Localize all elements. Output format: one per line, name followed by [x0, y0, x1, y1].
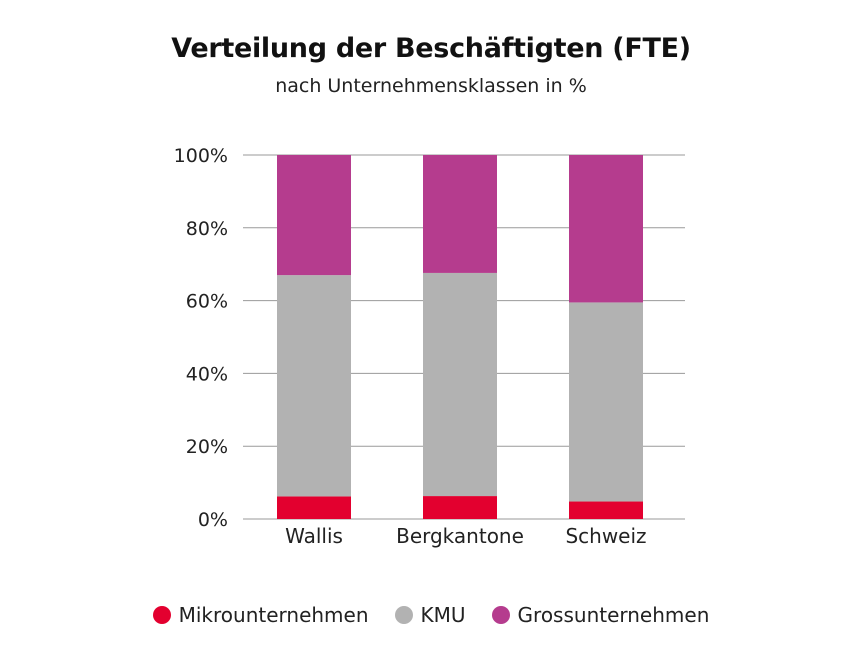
legend-swatch [394, 606, 413, 624]
bar-segment [423, 272, 497, 497]
legend-swatch [152, 606, 171, 624]
legend-swatch [491, 606, 510, 624]
y-tick-label: 20% [186, 436, 228, 458]
bar-segment [277, 155, 351, 276]
chart-title: Verteilung der Beschäftigten (FTE) [171, 33, 691, 64]
bar-segment [277, 275, 351, 497]
bar-segment [423, 496, 497, 519]
y-tick-label: 60% [186, 291, 228, 313]
bar-segment [277, 496, 351, 519]
x-tick-label: Wallis [285, 524, 343, 548]
legend-item: Grossunternehmen [491, 603, 710, 627]
bar-segment [569, 302, 643, 502]
bar-segment [569, 501, 643, 519]
y-tick-label: 40% [186, 363, 228, 385]
legend: Mikrounternehmen KMU Grossunternehmen [0, 603, 862, 627]
bar-segment [569, 155, 643, 303]
legend-label: Mikrounternehmen [178, 603, 369, 627]
legend-item: KMU [394, 603, 466, 627]
stacked-bar-chart: 0% 20% 40% 60% 80% 100% Wallis Bergkantone Schwe… [174, 145, 685, 548]
x-tick-label: Bergkantone [396, 524, 524, 548]
legend-label: KMU [420, 603, 466, 627]
legend-item: Mikrounternehmen [152, 603, 369, 627]
x-tick-label: Schweiz [565, 524, 646, 548]
bar-segment [423, 155, 497, 273]
y-tick-label: 80% [186, 218, 228, 240]
legend-label: Grossunternehmen [517, 603, 710, 627]
chart-subtitle: nach Unternehmensklassen in % [275, 75, 587, 97]
y-tick-label: 100% [174, 145, 228, 167]
y-tick-label: 0% [198, 509, 228, 531]
